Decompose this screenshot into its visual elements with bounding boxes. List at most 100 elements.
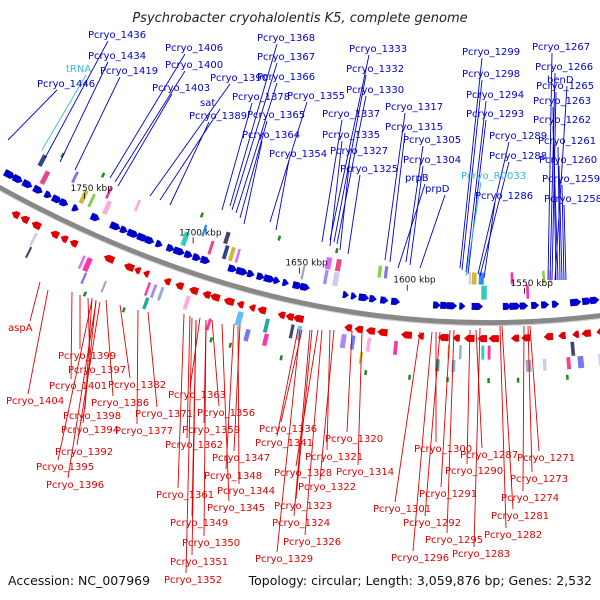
gene-label[interactable]: Pcryo_1364	[242, 130, 300, 141]
gene-label[interactable]: Pcryo_1397	[68, 365, 126, 376]
gene-label[interactable]: Pcryo_1289	[489, 131, 547, 142]
gene-label[interactable]: Pcryo_1260	[539, 155, 597, 166]
gene-label[interactable]: Pcryo_1446	[37, 79, 95, 90]
gene-label[interactable]: Pcryo_1368	[257, 33, 315, 44]
gene-label[interactable]: Pcryo_1371	[135, 409, 193, 420]
gene-label[interactable]: Pcryo_1345	[207, 503, 265, 514]
gene-label[interactable]: Pcryo_1263	[533, 96, 591, 107]
gene-label[interactable]: Pcryo_1347	[212, 453, 270, 464]
gene-label[interactable]: Pcryo_1332	[346, 64, 404, 75]
gene-label[interactable]: aspA	[8, 323, 33, 334]
gene-label[interactable]: Pcryo_1406	[165, 43, 223, 54]
gene-label[interactable]: Pcryo_1378	[232, 92, 290, 103]
gene-label[interactable]: Pcryo_1288	[489, 151, 547, 162]
gene-label[interactable]: Pcryo_1404	[6, 396, 64, 407]
gene-label[interactable]: sat	[200, 98, 215, 109]
gene-label[interactable]: Pcryo_1363	[168, 390, 226, 401]
gene-label[interactable]: Pcryo_1377	[115, 426, 173, 437]
gene-label[interactable]: Pcryo_1326	[283, 537, 341, 548]
gene-label[interactable]: Pcryo_1389	[189, 111, 247, 122]
gene-label[interactable]: Pcryo_1386	[91, 398, 149, 409]
gene-label[interactable]: Pcryo_1336	[259, 424, 317, 435]
gene-label[interactable]: Pcryo_1396	[46, 480, 104, 491]
forward-gene-arrow	[246, 269, 255, 278]
gene-label[interactable]: Pcryo_1322	[298, 482, 356, 493]
gene-label[interactable]: Pcryo_1403	[152, 83, 210, 94]
gene-label[interactable]: Pcryo_1367	[257, 52, 315, 63]
gene-label[interactable]: Pcryo_1320	[325, 434, 383, 445]
gene-label[interactable]: Pcryo_1301	[373, 504, 431, 515]
gene-label[interactable]: Pcryo_1321	[305, 452, 363, 463]
gene-label[interactable]: Pcryo_1290	[445, 466, 503, 477]
gene-label[interactable]: Pcryo_1401	[49, 381, 107, 392]
gene-label[interactable]: Pcryo_1324	[272, 518, 330, 529]
gene-label[interactable]: Pcryo_1295	[425, 535, 483, 546]
gene-label[interactable]: Pcryo_1365	[247, 110, 305, 121]
gene-label[interactable]: Pcryo_1356	[197, 408, 255, 419]
gene-label[interactable]: Pcryo_1337	[322, 109, 380, 120]
gene-label[interactable]: Pcryo_1330	[346, 85, 404, 96]
gene-label[interactable]: Pcryo_1341	[255, 438, 313, 449]
gene-label[interactable]: Pcryo_1366	[257, 72, 315, 83]
reverse-gene-arrow	[285, 313, 295, 321]
gene-label[interactable]: Pcryo_1281	[491, 511, 549, 522]
gene-label[interactable]: Pcryo_1262	[533, 115, 591, 126]
gene-label[interactable]: Pcryo_1259	[542, 174, 600, 185]
gene-label[interactable]: Pcryo_1361	[156, 490, 214, 501]
gene-label[interactable]: benD	[547, 75, 574, 86]
gene-label[interactable]: Pcryo_1314	[336, 467, 394, 478]
gene-label[interactable]: Pcryo_1273	[510, 474, 568, 485]
gene-label[interactable]: Pcryo_1317	[385, 102, 443, 113]
gene-label[interactable]: Pcryo_1283	[452, 549, 510, 560]
gene-label[interactable]: Pcryo_1325	[340, 164, 398, 175]
gene-label[interactable]: prpD	[425, 184, 450, 195]
gene-label[interactable]: Pcryo_1282	[484, 530, 542, 541]
gene-label[interactable]: Pcryo_1329	[255, 554, 313, 565]
gene-label[interactable]: Pcryo_1328	[274, 468, 332, 479]
gene-label[interactable]: Pcryo_1352	[164, 575, 222, 586]
gene-label[interactable]: Pcryo_1394	[61, 425, 119, 436]
gene-label[interactable]: Pcryo_1344	[217, 486, 275, 497]
gene-label[interactable]: Pcryo_1434	[88, 51, 146, 62]
gene-label[interactable]: Pcryo_1267	[532, 42, 590, 53]
gene-label[interactable]: Pcryo_1265	[536, 81, 594, 92]
gene-label[interactable]: Pcryo_1335	[322, 130, 380, 141]
gene-label[interactable]: Pcryo_1395	[36, 462, 94, 473]
gene-label[interactable]: Pcryo_1419	[100, 66, 158, 77]
gene-label[interactable]: Pcryo_R0033	[461, 171, 526, 182]
gene-label[interactable]: Pcryo_1274	[501, 493, 559, 504]
gene-label[interactable]: Pcryo_1299	[462, 47, 520, 58]
gene-label[interactable]: Pcryo_1287	[460, 450, 518, 461]
gene-label[interactable]: prpB	[405, 173, 429, 184]
gene-label[interactable]: Pcryo_1398	[63, 411, 121, 422]
gene-label[interactable]: Pcryo_1258	[544, 194, 600, 205]
gene-label[interactable]: tRNA	[66, 64, 91, 75]
gene-label[interactable]: Pcryo_1400	[165, 60, 223, 71]
gene-label[interactable]: Pcryo_1359	[182, 425, 240, 436]
gene-label[interactable]: Pcryo_1351	[170, 557, 228, 568]
gene-label[interactable]: Pcryo_1315	[385, 122, 443, 133]
gene-label[interactable]: Pcryo_1348	[204, 471, 262, 482]
gene-label[interactable]: Pcryo_1350	[182, 538, 240, 549]
gene-label[interactable]: Pcryo_1271	[517, 453, 575, 464]
gene-label[interactable]: Pcryo_1436	[88, 30, 146, 41]
gene-label[interactable]: Pcryo_1349	[170, 518, 228, 529]
gene-label[interactable]: Pcryo_1390	[210, 73, 268, 84]
gene-label[interactable]: Pcryo_1333	[349, 44, 407, 55]
gene-label[interactable]: Pcryo_1305	[403, 135, 461, 146]
gene-label[interactable]: Pcryo_1355	[287, 91, 345, 102]
gene-label[interactable]: Pcryo_1293	[466, 109, 524, 120]
gene-label[interactable]: Pcryo_1323	[274, 501, 332, 512]
gene-label[interactable]: Pcryo_1304	[403, 155, 461, 166]
gene-label[interactable]: Pcryo_1286	[475, 191, 533, 202]
gene-label[interactable]: Pcryo_1261	[538, 136, 596, 147]
gene-label[interactable]: Pcryo_1392	[55, 447, 113, 458]
gene-label[interactable]: Pcryo_1354	[269, 149, 327, 160]
gene-label[interactable]: Pcryo_1294	[466, 90, 524, 101]
gene-label[interactable]: Pcryo_1298	[462, 69, 520, 80]
gene-leader-line	[221, 323, 230, 502]
gene-label[interactable]: Pcryo_1296	[391, 553, 449, 564]
gene-label[interactable]: Pcryo_1327	[330, 146, 388, 157]
gene-label[interactable]: Pcryo_1266	[535, 62, 593, 73]
gene-label[interactable]: Pcryo_1292	[403, 518, 461, 529]
